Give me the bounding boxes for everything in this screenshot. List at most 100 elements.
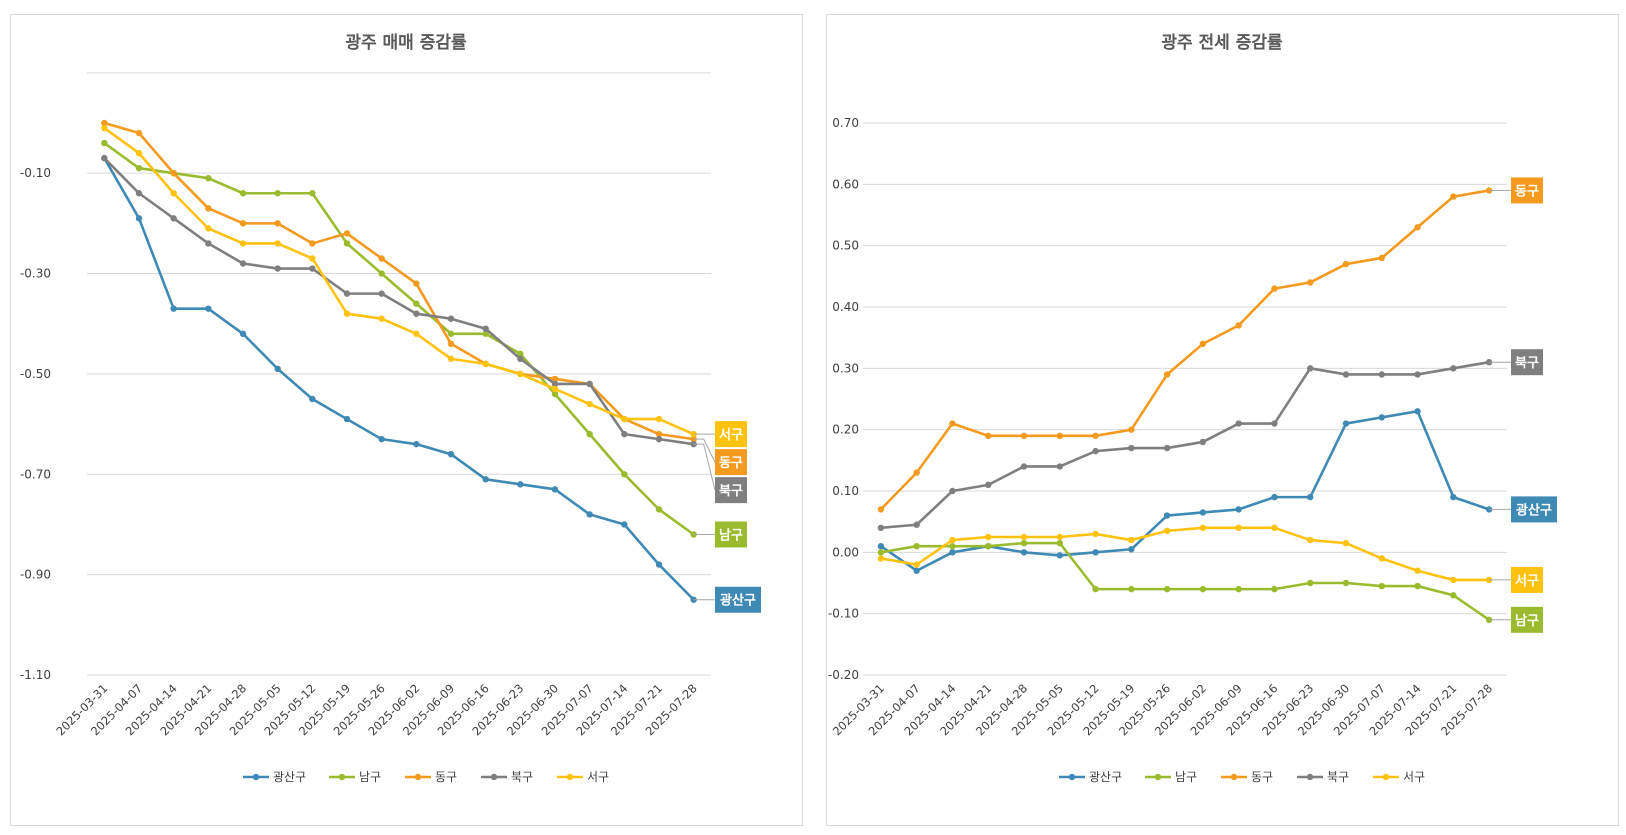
- end-label-box-광산구: [1511, 496, 1557, 523]
- data-point-남구: [309, 190, 316, 197]
- end-label-box-북구: [1511, 349, 1543, 376]
- y-tick-label: 0.40: [832, 300, 859, 314]
- data-point-북구: [343, 290, 351, 297]
- legend-marker: [1382, 773, 1390, 781]
- data-point-서구: [170, 190, 177, 197]
- sale-chart: 광주 매매 증감률-1.10-0.90-0.70-0.50-0.30-0.102…: [20, 33, 761, 784]
- data-point-서구: [1128, 536, 1135, 544]
- data-point-남구: [949, 543, 956, 550]
- data-point-서구: [985, 533, 992, 541]
- y-tick-label: -0.90: [20, 568, 51, 582]
- data-point-동구: [135, 129, 143, 137]
- data-point-동구: [1199, 340, 1207, 347]
- legend-item-광산구: 광산구: [1059, 770, 1122, 784]
- y-tick-label: -0.50: [20, 367, 51, 381]
- data-point-북구: [309, 265, 316, 272]
- legend-item-서구: 서구: [557, 770, 609, 784]
- data-point-남구: [1056, 539, 1063, 547]
- data-point-북구: [1378, 371, 1385, 378]
- data-point-광산구: [586, 511, 593, 518]
- data-point-북구: [482, 325, 489, 332]
- y-tick-label: -1.10: [20, 668, 51, 682]
- data-point-광산구: [1271, 493, 1278, 501]
- data-point-남구: [1235, 585, 1242, 593]
- y-tick-label: 0.70: [832, 116, 859, 130]
- end-label-box-서구: [1511, 566, 1543, 593]
- data-point-남구: [621, 471, 628, 478]
- y-tick-label: -0.30: [20, 267, 51, 281]
- end-label-text: 남구: [1515, 613, 1539, 629]
- end-label-box-서구: [715, 421, 747, 448]
- data-point-광산구: [135, 215, 143, 222]
- data-point-동구: [551, 375, 559, 383]
- data-point-광산구: [1199, 509, 1207, 516]
- data-point-광산구: [1163, 512, 1171, 519]
- data-point-동구: [413, 280, 420, 287]
- data-point-동구: [1271, 285, 1278, 292]
- data-point-서구: [205, 225, 212, 232]
- data-point-남구: [1092, 585, 1099, 593]
- data-point-서구: [1056, 533, 1063, 541]
- end-label-leader: [693, 438, 716, 463]
- data-point-서구: [1307, 536, 1314, 544]
- data-point-남구: [343, 240, 351, 247]
- legend-label: 서구: [1403, 770, 1425, 784]
- chart-title: 광주 전세 증감률: [1161, 33, 1283, 53]
- legend-marker: [1068, 773, 1076, 781]
- end-label-text: 북구: [719, 484, 743, 499]
- legend-label: 광산구: [273, 770, 306, 784]
- data-point-서구: [1378, 555, 1385, 562]
- data-point-남구: [413, 300, 420, 307]
- y-tick-label: 0.30: [832, 361, 859, 375]
- data-point-북구: [378, 290, 385, 297]
- y-tick-label: 0.20: [832, 423, 859, 437]
- data-point-동구: [877, 506, 885, 513]
- data-point-서구: [1271, 524, 1278, 531]
- data-point-광산구: [482, 476, 489, 483]
- data-point-광산구: [343, 415, 351, 423]
- legend-label: 동구: [435, 770, 457, 784]
- legend-marker: [1230, 773, 1238, 781]
- legend-marker: [338, 773, 346, 781]
- legend-item-광산구: 광산구: [243, 770, 306, 784]
- data-point-북구: [1342, 371, 1350, 378]
- data-point-서구: [239, 240, 247, 247]
- end-label-text: 동구: [1515, 184, 1539, 199]
- data-point-서구: [621, 415, 628, 423]
- legend-marker: [1154, 773, 1162, 781]
- data-point-서구: [1450, 576, 1457, 584]
- data-point-광산구: [1414, 408, 1421, 415]
- data-point-서구: [551, 385, 559, 393]
- data-point-북구: [135, 190, 143, 197]
- data-point-북구: [655, 435, 663, 443]
- data-point-북구: [1056, 463, 1063, 470]
- data-point-동구: [1056, 432, 1063, 439]
- data-point-남구: [985, 543, 992, 550]
- data-point-북구: [274, 265, 281, 272]
- data-point-남구: [1163, 585, 1171, 593]
- data-point-서구: [482, 360, 489, 368]
- data-point-동구: [1020, 432, 1028, 439]
- legend-label: 서구: [587, 770, 609, 784]
- data-point-북구: [239, 260, 247, 267]
- data-point-북구: [101, 154, 108, 162]
- data-point-북구: [1414, 371, 1421, 378]
- data-point-북구: [949, 487, 956, 495]
- legend-label: 남구: [1175, 770, 1197, 784]
- legend-item-서구: 서구: [1373, 770, 1425, 784]
- data-point-남구: [586, 430, 593, 438]
- y-tick-label: 0.60: [832, 177, 859, 191]
- end-label-box-남구: [715, 521, 747, 548]
- data-point-광산구: [1128, 546, 1135, 553]
- data-point-동구: [274, 220, 281, 227]
- data-point-광산구: [877, 543, 885, 550]
- data-point-북구: [413, 310, 420, 317]
- data-point-광산구: [913, 567, 920, 574]
- data-point-북구: [205, 240, 212, 247]
- data-point-남구: [1020, 539, 1028, 547]
- legend-marker: [490, 773, 498, 781]
- data-point-광산구: [1307, 493, 1314, 501]
- data-point-광산구: [1450, 493, 1457, 501]
- data-point-광산구: [949, 549, 956, 556]
- data-point-광산구: [551, 486, 559, 493]
